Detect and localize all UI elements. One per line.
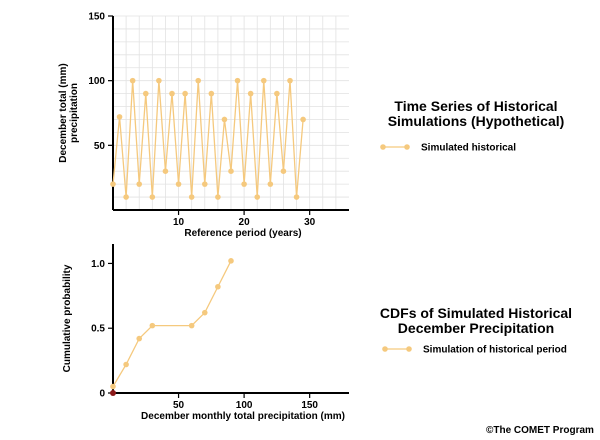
data-point	[300, 116, 306, 123]
data-point	[234, 77, 241, 84]
data-point	[129, 77, 136, 84]
panel-title: CDFs of Simulated Historical December Pre…	[380, 305, 572, 336]
grid	[113, 15, 349, 210]
data-point	[201, 181, 208, 187]
series-line	[112, 80, 304, 198]
legend-marker	[404, 144, 410, 150]
y-axis-title: December total (mm)precipitation	[58, 63, 80, 162]
data-point	[247, 90, 254, 97]
credit-text: ©The COMET Program	[486, 425, 594, 436]
data-point	[149, 322, 156, 329]
data-point	[241, 181, 247, 187]
data-point	[215, 283, 221, 290]
y-axis-title-line: precipitation	[69, 83, 80, 143]
legend-label: Simulation of historical period	[423, 345, 567, 356]
data-point	[123, 194, 129, 200]
origin-marker	[110, 390, 116, 396]
panel-title: Time Series of Historical Simulations (Hy…	[388, 98, 565, 129]
data-point	[215, 194, 221, 200]
data-point	[208, 90, 215, 97]
data-point	[260, 77, 267, 84]
y-tick-label: 0	[99, 389, 105, 400]
y-tick-label: 0.5	[91, 324, 105, 335]
legend-marker	[382, 346, 388, 352]
x-axis-title: Reference period (years)	[184, 228, 301, 239]
data-point	[156, 77, 162, 84]
data-point	[169, 90, 175, 97]
legend-label: Simulated historical	[421, 143, 516, 154]
legend-marker	[406, 346, 412, 352]
data-point	[162, 168, 169, 174]
x-tick-label: 100	[236, 400, 253, 411]
data-point	[228, 258, 234, 264]
data-point	[267, 181, 274, 187]
y-axis-title-line: Cumulative probability	[62, 264, 73, 372]
data-point	[123, 361, 129, 368]
series-line	[112, 260, 232, 387]
x-tick-label: 150	[301, 400, 318, 411]
panel-title-line: December Precipitation	[398, 320, 554, 336]
x-axis-title: December monthly total precipitation (mm…	[141, 411, 345, 422]
data-point	[116, 114, 123, 120]
data-point	[182, 90, 188, 97]
data-point	[287, 77, 293, 84]
data-point	[254, 194, 261, 200]
data-point	[221, 116, 228, 123]
panel-title-line: CDFs of Simulated Historical	[380, 305, 572, 321]
data-point	[188, 322, 195, 329]
data-point	[293, 194, 300, 200]
data-point	[175, 181, 182, 187]
data-point	[110, 181, 116, 187]
data-point	[274, 90, 280, 97]
x-tick-label: 50	[173, 400, 185, 411]
data-point	[136, 181, 143, 187]
x-tick-label: 30	[304, 217, 316, 228]
y-tick-label: 1.0	[91, 259, 105, 270]
data-point	[142, 90, 149, 97]
data-point	[280, 168, 287, 174]
data-point	[195, 77, 202, 84]
y-tick-label: 50	[94, 141, 106, 152]
y-tick-label: 100	[88, 76, 105, 87]
panel-title-line: Time Series of Historical	[394, 98, 557, 114]
panel-title-line: Simulations (Hypothetical)	[388, 113, 565, 129]
data-point	[201, 309, 208, 316]
data-point	[228, 168, 234, 174]
data-point	[149, 194, 156, 200]
legend-marker	[380, 144, 386, 150]
data-point	[110, 383, 116, 390]
y-axis-title-line: December total (mm)	[58, 63, 69, 162]
x-tick-label: 20	[239, 217, 251, 228]
data-point	[188, 194, 195, 200]
data-point	[136, 335, 143, 342]
x-tick-label: 10	[173, 217, 185, 228]
y-tick-label: 150	[88, 12, 105, 23]
y-axis-title: Cumulative probability	[62, 264, 73, 372]
